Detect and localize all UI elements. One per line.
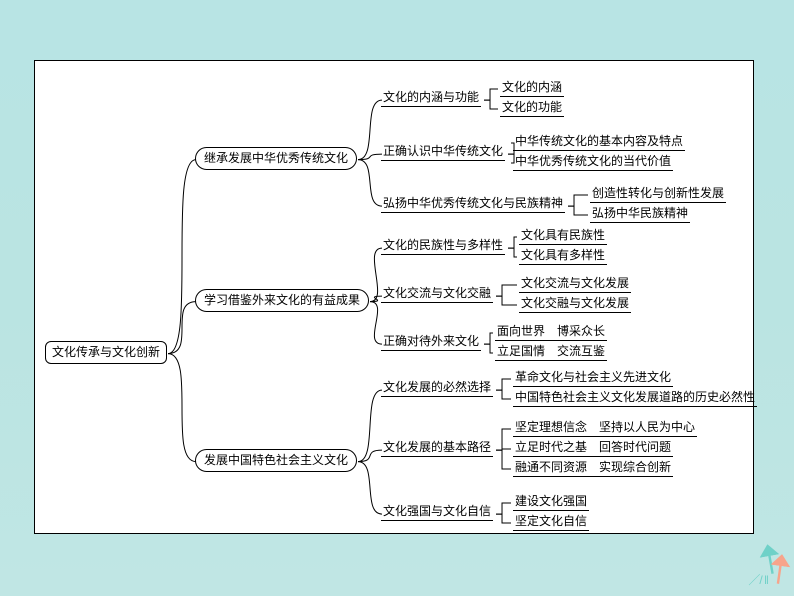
leaf-node: 立足国情 交流互鉴	[495, 345, 607, 361]
leaf-node: 中华传统文化的基本内容及特点	[513, 135, 685, 151]
leaf-node: 建设文化强国	[513, 495, 589, 511]
leaf-node: 坚定理想信念 坚持以人民为中心	[513, 421, 697, 437]
mid-node: 文化发展的基本路径	[381, 441, 493, 457]
decorative-sparks-icon: ／/ ‖	[748, 571, 768, 588]
mid-node: 正确认识中华传统文化	[381, 145, 505, 161]
branch-node: 发展中国特色社会主义文化	[195, 449, 357, 472]
leaf-node: 文化的功能	[500, 101, 564, 117]
branch-node: 继承发展中华优秀传统文化	[195, 147, 357, 170]
leaf-node: 创造性转化与创新性发展	[590, 187, 726, 203]
leaf-node: 融通不同资源 实现综合创新	[513, 461, 673, 477]
mid-node: 文化交流与文化交融	[381, 287, 493, 303]
leaf-node: 文化交流与文化发展	[519, 277, 631, 293]
leaf-node: 立足时代之基 回答时代问题	[513, 441, 673, 457]
diagram-panel: 文化传承与文化创新 继承发展中华优秀传统文化 文化的内涵与功能 文化的内涵文化的功能…	[34, 60, 754, 534]
leaf-node: 坚定文化自信	[513, 515, 589, 531]
leaf-node: 文化的内涵	[500, 81, 564, 97]
leaf-node: 文化具有多样性	[519, 249, 607, 265]
mid-node: 文化的民族性与多样性	[381, 239, 505, 255]
mid-node: 文化强国与文化自信	[381, 505, 493, 521]
leaf-node: 文化交融与文化发展	[519, 297, 631, 313]
mid-node: 弘扬中华优秀传统文化与民族精神	[381, 197, 565, 213]
decorative-arrow-icon	[772, 553, 788, 584]
branch-node: 学习借鉴外来文化的有益成果	[195, 289, 369, 312]
leaf-node: 中华优秀传统文化的当代价值	[513, 155, 673, 171]
mindmap-root: 文化传承与文化创新	[45, 341, 167, 364]
mid-node: 文化的内涵与功能	[381, 91, 481, 107]
mid-node: 文化发展的必然选择	[381, 381, 493, 397]
leaf-node: 面向世界 博采众长	[495, 325, 607, 341]
leaf-node: 中国特色社会主义文化发展道路的历史必然性	[513, 391, 757, 407]
mid-node: 正确对待外来文化	[381, 335, 481, 351]
leaf-node: 弘扬中华民族精神	[590, 207, 690, 223]
leaf-node: 革命文化与社会主义先进文化	[513, 371, 673, 387]
leaf-node: 文化具有民族性	[519, 229, 607, 245]
